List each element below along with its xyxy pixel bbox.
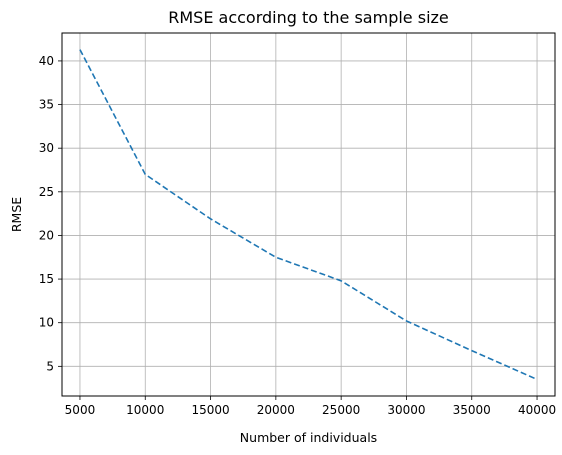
axis-ticks: 5000 10000 15000 20000 25000 30000 35000 40000 5… <box>39 54 556 417</box>
y-axis-label: RMSE <box>9 197 24 232</box>
x-tick-label: 10000 <box>126 403 164 417</box>
y-tick-label: 30 <box>39 141 54 155</box>
y-tick-label: 35 <box>39 98 54 112</box>
x-axis-label: Number of individuals <box>240 430 377 445</box>
x-tick-label: 35000 <box>453 403 491 417</box>
y-tick-label: 25 <box>39 185 54 199</box>
y-tick-label: 5 <box>46 359 54 373</box>
y-tick-label: 40 <box>39 54 54 68</box>
y-tick-label: 20 <box>39 228 54 242</box>
x-tick-label: 25000 <box>322 403 360 417</box>
x-tick-label: 20000 <box>257 403 295 417</box>
series-lines <box>79 49 538 381</box>
chart-title: RMSE according to the sample size <box>168 8 449 27</box>
grid-lines <box>62 33 555 396</box>
plot-frame <box>61 32 556 397</box>
x-tick-label: 5000 <box>65 403 96 417</box>
series-line-1 <box>79 49 538 381</box>
y-tick-label: 10 <box>39 316 54 330</box>
x-tick-label: 40000 <box>518 403 556 417</box>
x-tick-label: 15000 <box>191 403 229 417</box>
x-tick-label: 30000 <box>387 403 425 417</box>
y-tick-label: 15 <box>39 272 54 286</box>
